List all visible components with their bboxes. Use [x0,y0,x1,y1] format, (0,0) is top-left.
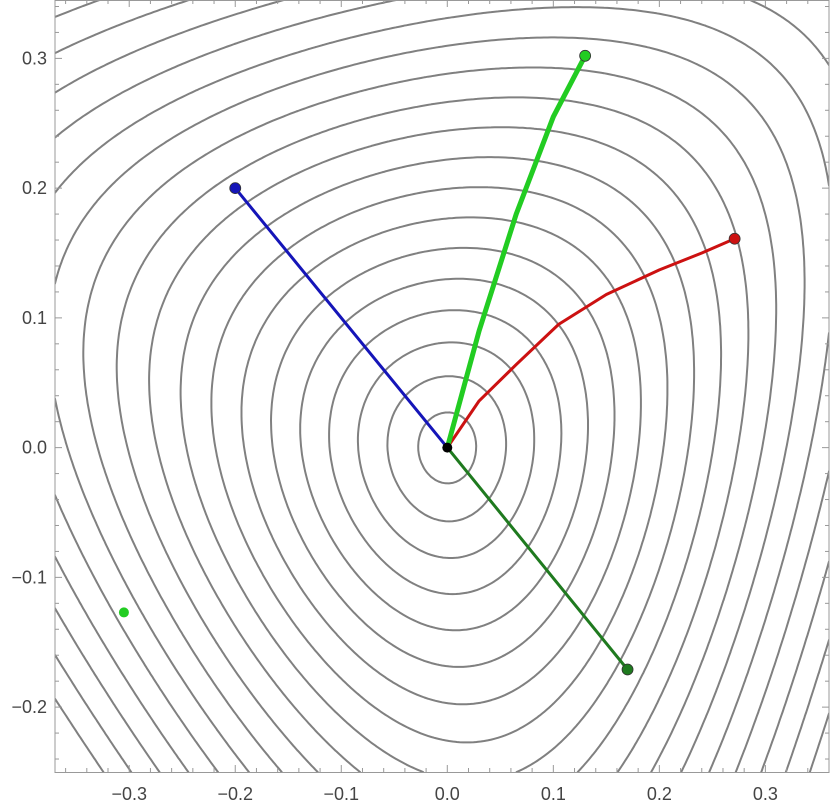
contour-line-7 [210,186,669,744]
contour-line-3 [328,309,563,596]
x-tick-label: 0.0 [435,784,460,804]
y-tick-label: 0.3 [22,48,47,68]
origin-point [442,442,453,453]
contour-line-1 [386,375,508,523]
x-tick-label: 0.2 [647,784,672,804]
contour-line-5 [270,246,616,668]
contour-line-6 [240,216,642,706]
contour-line-4 [299,277,589,632]
contour-line-10 [115,96,750,772]
contour-lines [55,0,829,772]
extra-point-0 [118,607,129,618]
trajectory-line-1 [445,237,737,450]
axis-ticks [55,0,829,772]
y-tick-label: 0.0 [22,438,47,458]
contour-line-12 [55,36,806,772]
trajectory-line-2 [444,53,588,451]
contour-line-2 [356,341,536,559]
y-tick-label: 0.1 [22,308,47,328]
contour-line-14 [55,0,829,772]
contour-line-17 [55,0,829,772]
x-tick-label: −0.1 [324,784,360,804]
trajectory-endpoint-1 [728,232,741,245]
x-tick-label: 0.3 [753,784,778,804]
contour-line-15 [55,0,829,772]
trajectory-endpoint-3 [621,663,634,676]
trajectory-endpoint-2 [579,49,592,62]
plot-frame [54,0,830,773]
x-tick-label: 0.1 [541,784,566,804]
y-tick-label: −0.2 [11,697,47,717]
trajectory-points [118,49,741,676]
contour-line-11 [82,66,778,772]
trajectory-line-0 [233,186,449,450]
x-tick-label: −0.3 [111,784,147,804]
contour-line-16 [55,0,829,772]
x-tick-label: −0.2 [217,784,253,804]
trajectory-endpoint-0 [229,182,242,195]
axis-tick-labels: −0.3 −0.2 −0.1 0.0 0.1 0.2 0.3 −0.2 −0.1 0.0 0.1 0.… [11,48,777,804]
trajectory-paths [233,53,737,671]
contour-line-8 [179,156,696,772]
y-tick-label: −0.1 [11,567,47,587]
trajectory-line-3 [445,446,629,671]
contour-line-9 [148,126,723,772]
contour-line-13 [55,6,829,772]
y-tick-label: 0.2 [22,178,47,198]
